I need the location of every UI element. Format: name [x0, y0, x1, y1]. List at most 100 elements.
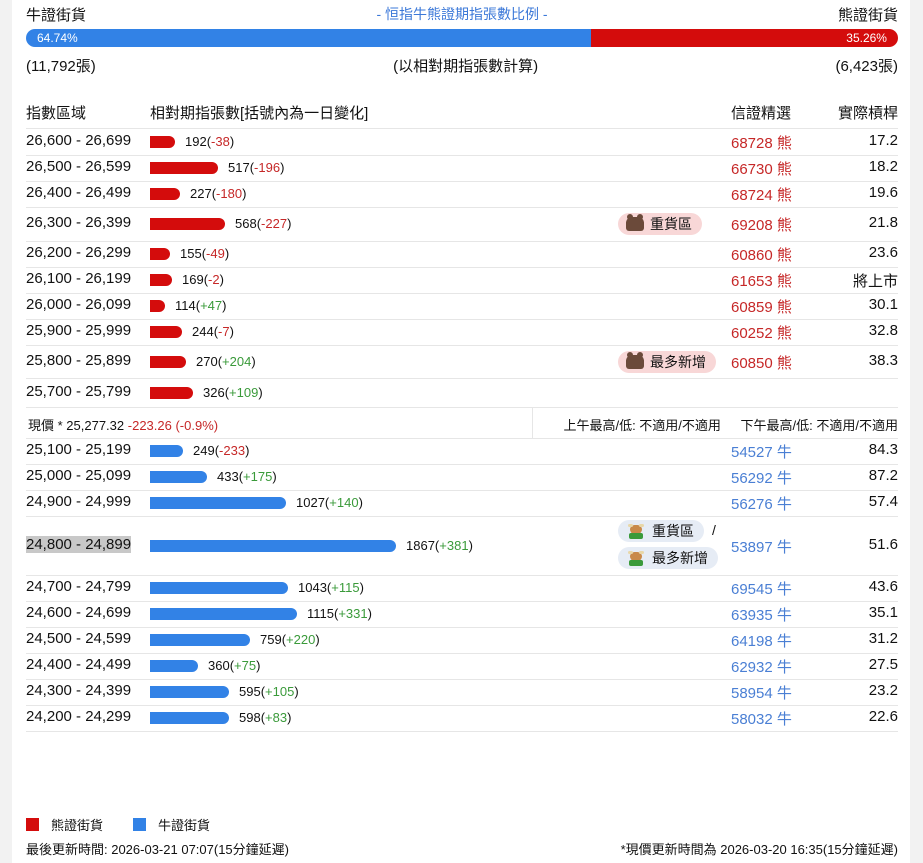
range-label: 25,100 - 25,199 [26, 441, 132, 458]
paren-open: ( [326, 580, 332, 595]
range-label: 26,600 - 26,699 [26, 132, 132, 149]
heavy-zone-tag: 重貨區 [618, 213, 702, 235]
daily-change: +75 [234, 658, 257, 673]
daily-change: +109 [229, 384, 259, 400]
leverage-value: 27.5 [868, 656, 898, 673]
warrant-code-link[interactable]: 60860 熊 [731, 247, 792, 264]
contract-value: 114(+47) [175, 298, 226, 313]
warrant-code-link[interactable]: 69208 熊 [731, 217, 792, 234]
warrant-code-link[interactable]: 60252 熊 [731, 325, 792, 342]
legend-bull-label: 牛證街貨 [158, 817, 211, 833]
contract-count: 1043 [298, 580, 327, 595]
most-added-tag: 最多新增 [618, 350, 716, 373]
contract-value: 568(-227) [235, 216, 291, 231]
table-row: 24,300 - 24,399 595(+105) 58954 牛 23.2 [26, 679, 898, 706]
contract-count: 517 [228, 160, 250, 175]
tag-label: 最多新增 [652, 550, 708, 566]
contract-count: 227 [190, 186, 212, 201]
warrant-code-link[interactable]: 69545 牛 [731, 581, 792, 598]
warrant-code-link[interactable]: 60859 熊 [731, 299, 792, 316]
paren-close: ) [280, 160, 285, 175]
leverage-value: 57.4 [868, 493, 898, 510]
leverage-value: 35.1 [868, 604, 898, 621]
daily-change: +105 [265, 684, 295, 699]
paren-open: ( [249, 160, 255, 175]
range-label: 24,800 - 24,899 [26, 535, 132, 553]
range-label: 26,300 - 26,399 [26, 214, 132, 231]
leverage-value: 17.2 [868, 132, 898, 149]
daily-change: -2 [208, 272, 220, 287]
daily-change: -180 [216, 186, 243, 201]
paren-close: ) [219, 272, 224, 287]
table-row: 25,100 - 25,199 249(-233) 54527 牛 84.3 [26, 438, 898, 465]
table-row: 26,200 - 26,299 155(-49) 60860 熊 23.6 [26, 241, 898, 268]
contract-count: 598 [239, 710, 261, 725]
legend-bear: 熊證街貨 [26, 815, 103, 834]
bear-icon [626, 214, 644, 231]
bear-icon [626, 351, 644, 369]
paren-close: ) [256, 658, 261, 673]
warrant-code-link[interactable]: 56292 牛 [731, 470, 792, 487]
range-label: 24,900 - 24,999 [26, 493, 132, 510]
range-label: 24,500 - 24,599 [26, 630, 132, 647]
range-label: 24,600 - 24,699 [26, 604, 132, 621]
current-price-row: 現價 * 25,277.32 -223.26 (-0.9%) 上午最高/低: 不… [26, 407, 898, 439]
warrant-code-link[interactable]: 64198 牛 [731, 633, 792, 650]
contract-count: 155 [180, 246, 202, 261]
paren-open: ( [260, 684, 266, 699]
bull-bar [150, 471, 207, 483]
warrant-code-link[interactable]: 58954 牛 [731, 685, 792, 702]
table-row: 26,300 - 26,399 568(-227) 重貨區 69208 熊 21.8 [26, 207, 898, 242]
warrant-code-link[interactable]: 63935 牛 [731, 607, 792, 624]
main-panel: 牛證街貨 - 恒指牛熊證期指張數比例 - 熊證街貨 64.74% 35.26% … [12, 0, 910, 863]
table-row: 26,500 - 26,599 517(-196) 66730 熊 18.2 [26, 155, 898, 182]
warrant-code-link[interactable]: 68728 熊 [731, 135, 792, 152]
range-label: 24,400 - 24,499 [26, 656, 132, 673]
warrant-code-link[interactable]: 56276 牛 [731, 496, 792, 513]
bear-swatch [26, 817, 39, 831]
warrant-code-link[interactable]: 62932 牛 [731, 659, 792, 676]
tag-label: 重貨區 [652, 523, 694, 539]
contract-value: 192(-38) [185, 134, 234, 149]
warrant-code-link[interactable]: 61653 熊 [731, 273, 792, 290]
warrant-code-link[interactable]: 58032 牛 [731, 711, 792, 728]
contract-count: 169 [182, 272, 204, 287]
ratio-counts: (11,792張) (以相對期指張數計算) (6,423張) [26, 55, 898, 77]
table-row: 26,000 - 26,099 114(+47) 60859 熊 30.1 [26, 293, 898, 320]
last-updated: 最後更新時間: 2026-03-21 07:07(15分鐘延遲) [26, 842, 289, 857]
warrant-code-link[interactable]: 54527 牛 [731, 444, 792, 461]
bear-ratio-segment: 35.26% [590, 29, 898, 47]
bear-bar [150, 218, 225, 230]
warrant-code-link[interactable]: 60850 熊 [731, 354, 792, 372]
contract-count: 568 [235, 216, 257, 231]
daily-change: +331 [338, 606, 368, 621]
leverage-value: 87.2 [868, 467, 898, 484]
daily-change: -7 [218, 324, 230, 339]
contract-value: 244(-7) [192, 324, 234, 339]
contract-value: 326(+109) [203, 385, 263, 400]
bear-label: 熊證街貨 [837, 7, 898, 24]
daily-change: +175 [243, 469, 273, 484]
warrant-code-link[interactable]: 68724 熊 [731, 187, 792, 204]
daily-change: -196 [254, 160, 281, 175]
footer: 最後更新時間: 2026-03-21 07:07(15分鐘延遲) *現價更新時間… [26, 839, 898, 859]
warrant-code-link[interactable]: 66730 熊 [731, 161, 792, 178]
bull-bar [150, 686, 229, 698]
daily-change: +381 [439, 537, 469, 553]
paren-close: ) [367, 606, 372, 621]
price-label: 現價 * [28, 418, 63, 433]
bull-bar [150, 634, 250, 646]
contract-value: 249(-233) [193, 443, 249, 458]
divider [532, 407, 533, 438]
price-updated: *現價更新時間為 2026-03-20 16:35(15分鐘延遲) [620, 842, 898, 857]
warrant-code-link[interactable]: 53897 牛 [731, 538, 792, 556]
paren-close: ) [359, 580, 364, 595]
paren-close: ) [287, 216, 292, 231]
leverage-value: 84.3 [868, 441, 898, 458]
range-label: 25,900 - 25,999 [26, 322, 132, 339]
legend-bull: 牛證街貨 [133, 815, 210, 834]
paren-close: ) [222, 298, 227, 313]
contract-value: 517(-196) [228, 160, 284, 175]
bull-bar [150, 608, 297, 620]
paren-open: ( [260, 710, 266, 725]
